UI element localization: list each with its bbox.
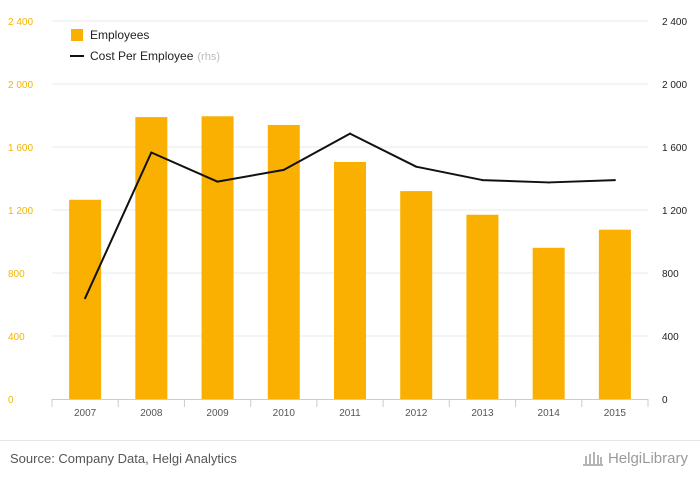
line-point [216, 180, 219, 183]
y-tick-right: 0 [662, 395, 668, 406]
bar [400, 191, 433, 399]
brand-logo-link[interactable]: HelgiLibrary [582, 449, 688, 467]
y-tick-left: 1 200 [8, 206, 33, 217]
y-tick-right: 1 200 [662, 206, 687, 217]
bar [135, 117, 168, 399]
x-tick-label: 2014 [538, 408, 561, 419]
line-point [84, 297, 87, 300]
x-tick-label: 2010 [273, 408, 296, 419]
chart-area: 0 400 800 1 200 1 600 2 000 2 400 0 400 800 1 200 1… [8, 17, 687, 419]
legend-rhs-note: (rhs) [197, 51, 220, 63]
x-tick-label: 2015 [604, 408, 627, 419]
y-tick-right: 2 400 [662, 17, 687, 28]
y-tick-right: 800 [662, 269, 679, 280]
source-note: Source: Company Data, Helgi Analytics [10, 451, 237, 466]
x-tick-label: 2009 [206, 408, 229, 419]
chart-footer: Source: Company Data, Helgi Analytics He… [0, 440, 700, 484]
bar [532, 247, 565, 399]
bar [466, 214, 499, 399]
line-point [613, 179, 616, 182]
x-tick-label: 2011 [339, 408, 361, 419]
brand-name: HelgiLibrary [607, 449, 688, 467]
x-tick-label: 2007 [74, 408, 97, 419]
bar [267, 124, 300, 399]
y-tick-right: 2 000 [662, 80, 687, 91]
x-tick-label: 2012 [405, 408, 428, 419]
line-point [481, 179, 484, 182]
library-building-icon [582, 452, 603, 466]
y-tick-left: 2 000 [8, 80, 33, 91]
bar [334, 161, 366, 399]
y-tick-right: 400 [662, 332, 679, 343]
y-tick-left: 800 [8, 269, 25, 280]
line-point [150, 151, 153, 154]
y-tick-left: 1 600 [8, 143, 33, 154]
legend-label-cost: Cost Per Employee [90, 49, 194, 63]
y-tick-left: 400 [8, 332, 25, 343]
y-tick-left: 2 400 [8, 17, 33, 28]
bar [201, 116, 234, 399]
combo-chart: 0 400 800 1 200 1 600 2 000 2 400 0 400 800 1 200 1… [8, 17, 687, 419]
line-point [415, 165, 418, 168]
legend-swatch-bar [71, 29, 83, 41]
y-tick-left: 0 [8, 395, 14, 406]
legend-label-employees: Employees [90, 28, 149, 42]
bar [598, 229, 631, 399]
line-point [349, 132, 351, 135]
x-tick-label: 2008 [140, 408, 163, 419]
bar [69, 199, 102, 399]
line-point [547, 181, 550, 184]
x-tick-label: 2013 [471, 408, 494, 419]
y-tick-right: 1 600 [662, 143, 687, 154]
line-point [282, 168, 285, 171]
